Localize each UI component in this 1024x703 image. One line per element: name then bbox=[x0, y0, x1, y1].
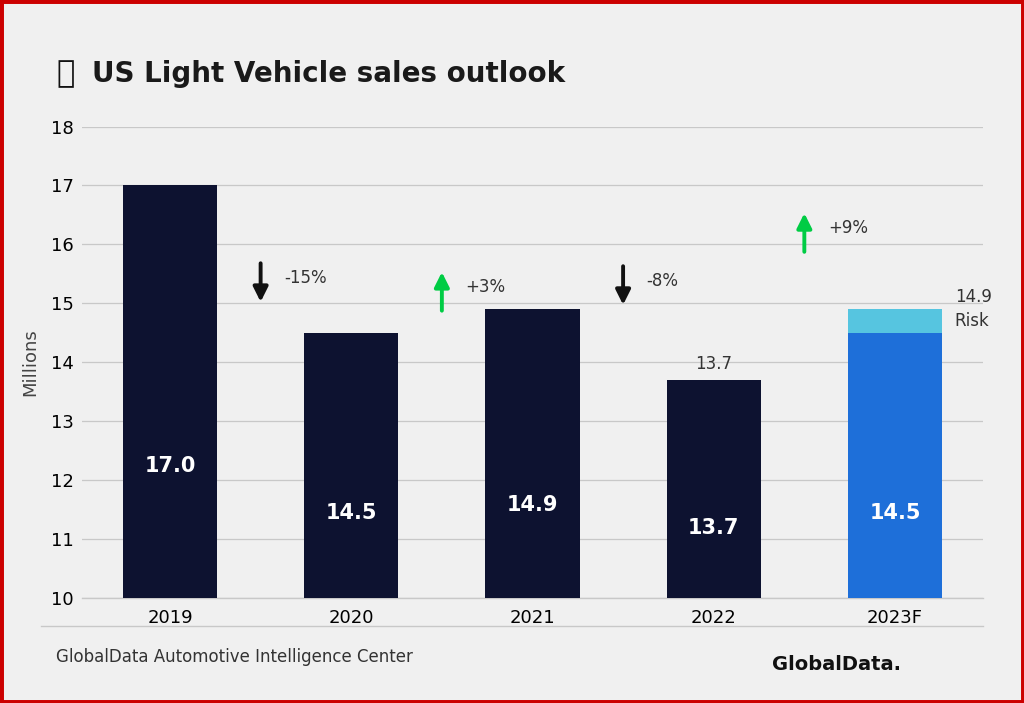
Bar bbox=[485, 309, 580, 598]
Text: US Light Vehicle sales outlook: US Light Vehicle sales outlook bbox=[92, 60, 565, 88]
Text: 14.9: 14.9 bbox=[507, 495, 558, 515]
Bar bbox=[848, 309, 942, 333]
Text: +3%: +3% bbox=[466, 278, 506, 296]
Text: 17.0: 17.0 bbox=[144, 456, 196, 476]
Text: 14.9: 14.9 bbox=[954, 288, 991, 306]
Text: GlobalData.: GlobalData. bbox=[772, 654, 901, 674]
Text: 13.7: 13.7 bbox=[688, 518, 739, 538]
Text: -8%: -8% bbox=[647, 272, 679, 290]
Text: +9%: +9% bbox=[827, 219, 868, 237]
Text: Risk: Risk bbox=[954, 312, 989, 330]
Bar bbox=[667, 380, 761, 598]
Y-axis label: Millions: Millions bbox=[22, 328, 40, 396]
Text: 14.5: 14.5 bbox=[326, 503, 377, 523]
Bar bbox=[304, 333, 398, 598]
Bar bbox=[848, 333, 942, 598]
Text: 14.5: 14.5 bbox=[869, 503, 921, 523]
Text: 13.7: 13.7 bbox=[695, 354, 732, 373]
Text: -15%: -15% bbox=[285, 269, 327, 287]
Bar bbox=[123, 186, 217, 598]
Text: ⧖: ⧖ bbox=[56, 59, 75, 89]
Text: GlobalData Automotive Intelligence Center: GlobalData Automotive Intelligence Cente… bbox=[56, 648, 414, 666]
